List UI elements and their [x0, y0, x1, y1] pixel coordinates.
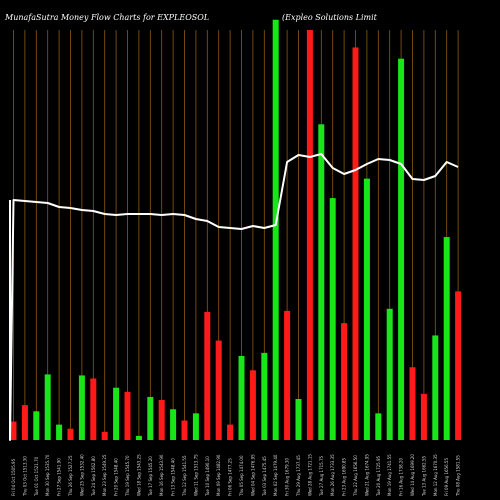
- x-tick-label: Wed 04 Sep 1476.95: [250, 454, 255, 496]
- x-tick-label: Fri 06 Sep 1477.25: [228, 458, 233, 496]
- x-tick-label: Fri 13 Sep 1548.40: [171, 458, 176, 496]
- x-tick-label: Wed 11 Sep 1513.75: [193, 454, 198, 496]
- x-tick-label: Tue 10 Sep 1490.10: [205, 456, 210, 497]
- x-tick-label: Fri 30 Aug 1679.30: [285, 458, 290, 496]
- bar: [249, 370, 256, 440]
- bar: [375, 413, 382, 440]
- x-tick-label: Mon 30 Sep 1535.70: [45, 454, 50, 496]
- x-tick-label: Tue 20 Aug 1725.95: [376, 455, 381, 497]
- bar: [147, 396, 154, 440]
- x-tick-label: Tue 03 Sep 1475.45: [262, 456, 267, 497]
- bar: [181, 420, 188, 440]
- x-tick-label: Tue 13 Aug 1662.55: [421, 455, 426, 497]
- price-line: [9, 153, 459, 441]
- bar: [135, 435, 142, 440]
- bar: [33, 411, 40, 440]
- bar: [409, 367, 416, 440]
- bar: [455, 291, 462, 440]
- x-tick-label: Fri 16 Aug 1738.20: [399, 458, 404, 496]
- x-tick-label: Thu 19 Sep 1545.70: [125, 455, 130, 497]
- x-tick-label: Mon 02 Sep 1479.40: [273, 454, 278, 496]
- bar: [124, 391, 131, 440]
- bar: [10, 421, 17, 440]
- bar: [101, 431, 108, 440]
- x-tick-label: Thu 22 Aug 1656.50: [353, 455, 358, 497]
- x-tick-label: Wed 28 Aug 1721.15: [307, 454, 312, 496]
- bar: [284, 310, 291, 440]
- bar: [261, 352, 268, 440]
- bar: [44, 374, 51, 440]
- bar: [329, 198, 336, 440]
- bar: [318, 124, 325, 441]
- x-tick-label: Thu 05 Sep 1474.00: [239, 455, 244, 497]
- bar: [352, 47, 359, 441]
- x-tick-label: Thu 29 Aug 1737.45: [296, 455, 301, 497]
- x-tick-label: Thu 12 Sep 1541.55: [182, 455, 187, 497]
- bar: [90, 378, 97, 440]
- bar: [113, 387, 120, 440]
- x-tick-labels: Fri 04 Oct 1505.95 Thu 03 Oct 1513.30 Tue …: [11, 454, 461, 497]
- bar: [170, 409, 177, 440]
- bar: [363, 178, 370, 440]
- bar: [21, 405, 28, 440]
- bar: [238, 355, 245, 440]
- bar: [420, 393, 427, 440]
- bar: [192, 413, 199, 440]
- x-tick-label: Tue 24 Sep 1562.80: [91, 456, 96, 497]
- x-tick-label: Mon 26 Aug 1733.35: [330, 454, 335, 496]
- x-tick-label: Fri 23 Aug 1690.85: [342, 458, 347, 496]
- x-tick-label: Mon 19 Aug 1741.55: [387, 454, 392, 496]
- x-tick-label: Mon 12 Aug 1670.35: [433, 454, 438, 496]
- x-tick-label: Wed 21 Aug 1674.95: [364, 454, 369, 496]
- bar: [443, 237, 450, 440]
- x-tick-label: Mon 16 Sep 1543.90: [159, 454, 164, 496]
- bar: [158, 400, 165, 440]
- bar: [398, 58, 405, 440]
- x-tick-label: Wed 18 Sep 1543.25: [136, 454, 141, 496]
- x-tick-label: Thu 03 Oct 1513.30: [22, 456, 27, 497]
- chart-subtitle: (Expleo Solutions Limit: [282, 13, 378, 22]
- x-tick-label: Tue 01 Oct 1521.70: [34, 456, 39, 497]
- x-tick-label: Thu 26 Sep 1527.25: [68, 455, 73, 497]
- x-tick-label: Wed 25 Sep 1532.40: [79, 454, 84, 496]
- x-tick-label: Fri 04 Oct 1505.95: [11, 458, 16, 496]
- x-tick-label: Mon 23 Sep 1549.25: [102, 454, 107, 496]
- bar: [341, 323, 348, 440]
- bar: [227, 424, 234, 440]
- x-tick-label: Fri 20 Sep 1548.40: [114, 458, 119, 496]
- x-tick-label: Fri 27 Sep 1541.90: [57, 458, 62, 496]
- bar: [56, 424, 63, 440]
- x-tick-label: Thu 08 Aug 1581.55: [456, 455, 461, 497]
- bar: [78, 375, 85, 440]
- bar: [306, 30, 313, 440]
- x-tick-label: Tue 27 Aug 1715.75: [319, 455, 324, 497]
- bar: [386, 308, 393, 440]
- chart-title: MunafaSutra Money Flow Charts for EXPLEO…: [4, 13, 209, 22]
- bar: [432, 335, 439, 440]
- x-tick-label: Wed 14 Aug 1699.20: [410, 454, 415, 496]
- bar: [272, 19, 279, 440]
- bar: [295, 399, 302, 440]
- money-flow-bars: [10, 19, 462, 441]
- bar: [204, 311, 211, 440]
- bar: [215, 340, 222, 440]
- x-tick-label: Fri 09 Aug 1656.55: [444, 458, 449, 496]
- x-tick-label: Mon 09 Sep 1482.90: [216, 454, 221, 496]
- bar: [67, 428, 74, 440]
- x-tick-label: Tue 17 Sep 1545.20: [148, 456, 153, 497]
